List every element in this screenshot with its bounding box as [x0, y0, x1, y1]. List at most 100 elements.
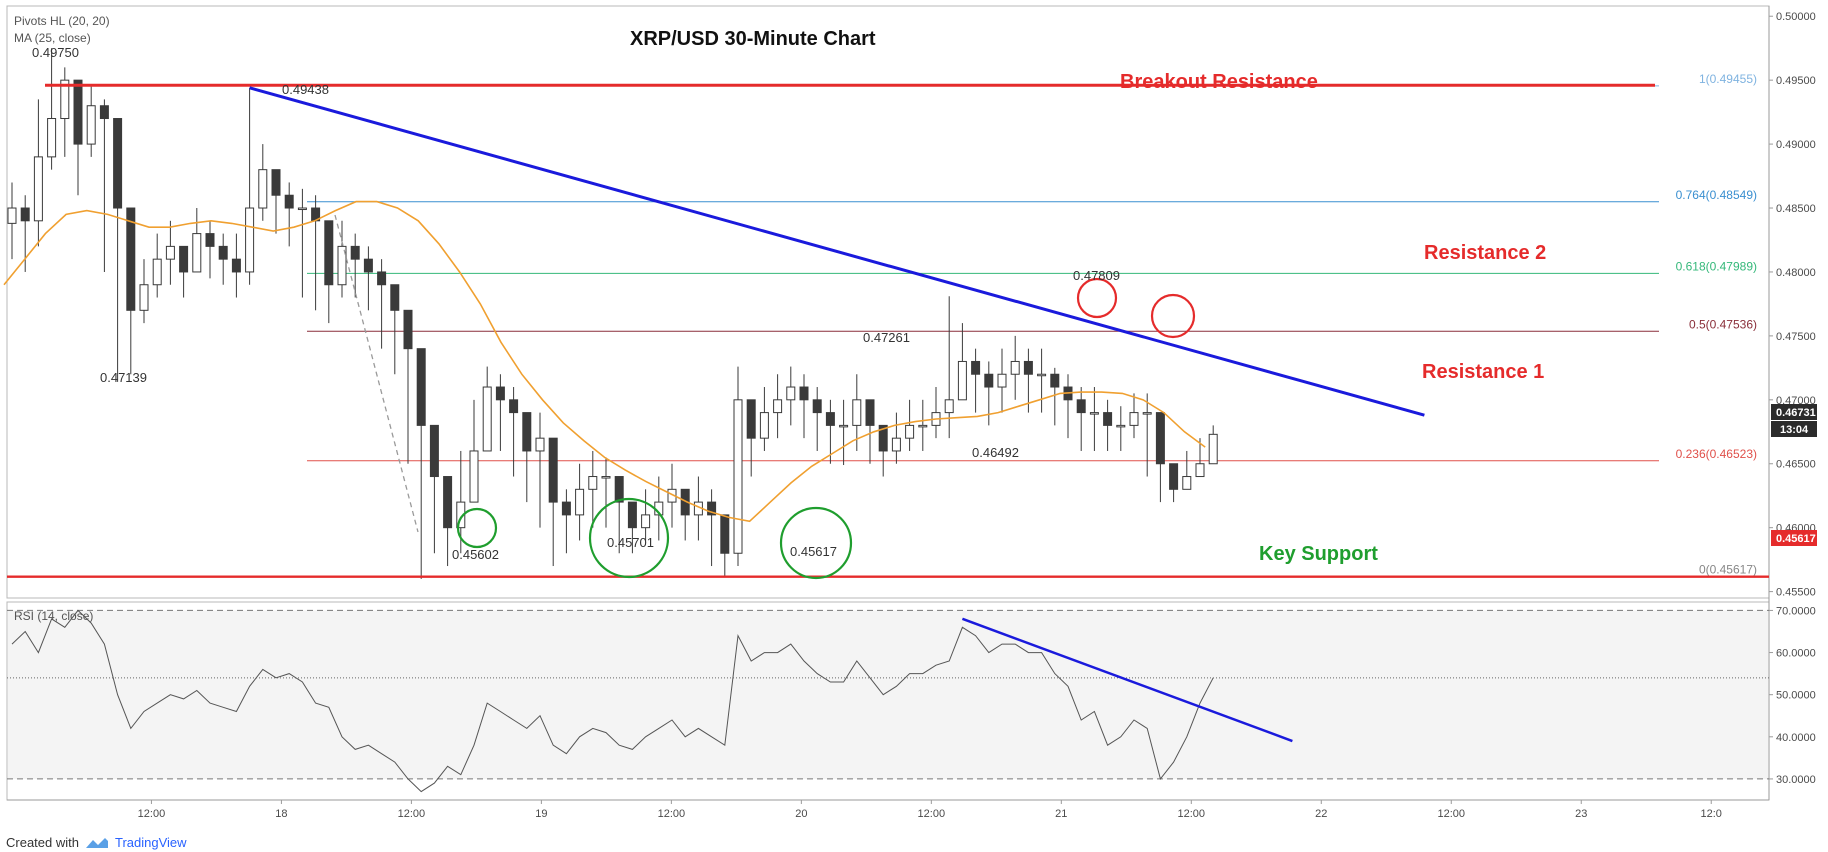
candle-body-59 [786, 386, 796, 401]
candle-body-32 [429, 424, 439, 478]
candle-10 [139, 259, 149, 324]
rsi-line [11, 609, 1214, 793]
support-circle-2 [588, 497, 670, 579]
candle-29 [390, 284, 400, 375]
fib-label-3: 0.5(0.47536) [1689, 317, 1757, 331]
candle-body-61 [812, 399, 822, 414]
candle-body-68 [905, 424, 915, 439]
candle-12 [165, 220, 175, 285]
time-tick-label-1: 18 [275, 808, 287, 820]
annotation-low-1: 0.47139 [100, 370, 147, 385]
ma-label[interactable]: MA (25, close) [14, 31, 91, 45]
candle-body-16 [218, 245, 228, 260]
candle-63 [839, 399, 849, 466]
candle-85 [1129, 393, 1139, 439]
candle-79 [1050, 367, 1060, 426]
candle-body-3 [47, 118, 57, 158]
candle-58 [773, 374, 783, 439]
candle-body-71 [944, 399, 954, 414]
candle-62 [825, 399, 835, 464]
tradingview-link[interactable]: TradingView [114, 835, 187, 850]
candle-42 [561, 489, 571, 554]
candle-body-9 [126, 207, 136, 311]
candle-body-1 [20, 207, 30, 222]
candle-2 [33, 99, 43, 247]
candle-47 [627, 501, 637, 554]
rsi-tick-label-0: 70.0000 [1776, 605, 1816, 617]
candle-67 [891, 412, 901, 464]
annotation-low-3: 0.45701 [607, 535, 654, 550]
candle-body-73 [971, 360, 981, 375]
candle-78 [1037, 348, 1047, 413]
support-price-value: 0.45617 [1776, 533, 1816, 545]
level-lines-group [7, 83, 1769, 578]
price-tick-label-7: 0.46500 [1776, 459, 1816, 471]
candle-body-72 [957, 360, 967, 401]
time-tick-label-2: 12:00 [398, 808, 426, 820]
candle-84 [1116, 406, 1126, 451]
pivots-label[interactable]: Pivots HL (20, 20) [14, 14, 110, 28]
candle-66 [878, 424, 888, 477]
candle-59 [786, 366, 796, 426]
candle-body-83 [1103, 412, 1113, 426]
rsi-label[interactable]: RSI (14, close) [14, 609, 93, 623]
candle-15 [205, 220, 215, 279]
fib-label-2: 0.618(0.47989) [1676, 259, 1757, 273]
candle-body-4 [60, 79, 70, 120]
price-tick-label-5: 0.47500 [1776, 331, 1816, 343]
resistance-circle-2 [1150, 293, 1196, 339]
candle-body-14 [192, 233, 202, 273]
support-circle-3 [779, 506, 853, 580]
candle-90 [1195, 438, 1205, 478]
candle-body-57 [759, 412, 769, 439]
rsi-trend-line [961, 617, 1293, 743]
candle-87 [1155, 412, 1165, 503]
resistance-2-label: Resistance 2 [1424, 242, 1546, 264]
candle-43 [575, 463, 585, 541]
candle-88 [1169, 463, 1179, 503]
candle-18 [245, 87, 255, 285]
candle-body-10 [139, 284, 149, 311]
candle-77 [1023, 348, 1033, 413]
annotation-high-2: 0.49438 [282, 82, 329, 97]
time-tick-label-4: 12:00 [658, 808, 686, 820]
candle-30 [403, 309, 413, 464]
last-price-tag [1771, 404, 1817, 420]
candle-body-36 [482, 386, 492, 452]
candle-body-25 [337, 245, 347, 286]
ma-group [3, 200, 1206, 523]
price-panel [6, 5, 1770, 599]
price-tick-label-4: 0.48000 [1776, 267, 1816, 279]
candle-25 [337, 220, 347, 298]
candle-body-64 [852, 399, 862, 426]
candle-53 [707, 489, 717, 567]
candle-body-13 [179, 245, 189, 273]
candle-28 [377, 259, 387, 349]
annotation-high-3: 0.47261 [863, 330, 910, 345]
candle-body-74 [984, 373, 994, 388]
candle-91 [1208, 425, 1218, 465]
price-trend-line [249, 86, 1425, 417]
candle-65 [865, 399, 875, 464]
candle-body-60 [799, 386, 809, 401]
candle-body-78 [1037, 373, 1047, 377]
candle-body-17 [231, 258, 241, 273]
price-tick-label-6: 0.47000 [1776, 395, 1816, 407]
candle-body-85 [1129, 412, 1139, 426]
candle-83 [1103, 399, 1113, 451]
candle-body-76 [1010, 360, 1020, 375]
fib-label-0: 1(0.49455) [1699, 72, 1757, 86]
candle-body-27 [363, 258, 373, 273]
candle-body-44 [588, 476, 598, 490]
rsi-tick-label-1: 60.0000 [1776, 648, 1816, 660]
candle-body-35 [469, 450, 479, 503]
candle-body-53 [707, 501, 717, 516]
rsi-line-group [11, 609, 1293, 793]
candle-body-28 [377, 271, 387, 286]
candle-89 [1182, 450, 1192, 490]
candle-body-87 [1155, 412, 1165, 465]
candle-body-12 [165, 245, 175, 260]
annotation-low-5: 0.46492 [972, 445, 1019, 460]
candle-5 [73, 79, 83, 196]
